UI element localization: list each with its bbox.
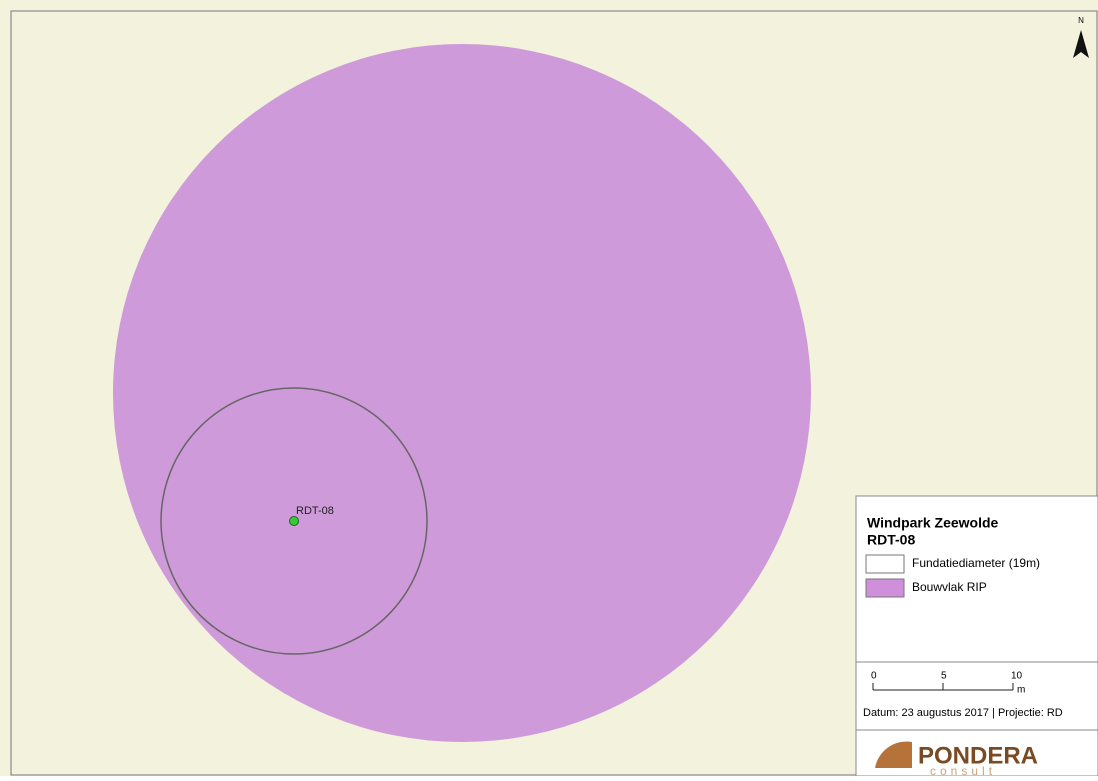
legend-label: Bouwvlak RIP — [912, 580, 987, 594]
footer: Datum: 23 augustus 2017 | Projectie: RD — [863, 707, 1063, 719]
scale-label: 10 — [1011, 671, 1023, 682]
fundatie — [160, 387, 428, 655]
legend-title: Windpark Zeewolde — [867, 515, 999, 531]
turbine-point — [289, 516, 299, 526]
legend-box — [855, 495, 1098, 777]
bouwvlak — [113, 44, 811, 742]
scale-label: 5 — [941, 671, 947, 682]
legend-label: Fundatiediameter (19m) — [912, 556, 1040, 570]
legend-subtitle: RDT-08 — [867, 532, 915, 548]
turbine-label: RDT-08 — [296, 505, 334, 517]
north-arrow — [1073, 30, 1089, 58]
frame — [10, 10, 1098, 776]
logo-sub: consult — [930, 764, 996, 776]
north-label: N — [1078, 16, 1084, 25]
logo-mark — [875, 741, 912, 768]
scale-unit: m — [1017, 685, 1025, 696]
legend-swatch — [865, 578, 905, 598]
logo-name: PONDERA — [918, 742, 1038, 769]
scale-label: 0 — [871, 671, 877, 682]
legend-swatch — [865, 554, 905, 574]
